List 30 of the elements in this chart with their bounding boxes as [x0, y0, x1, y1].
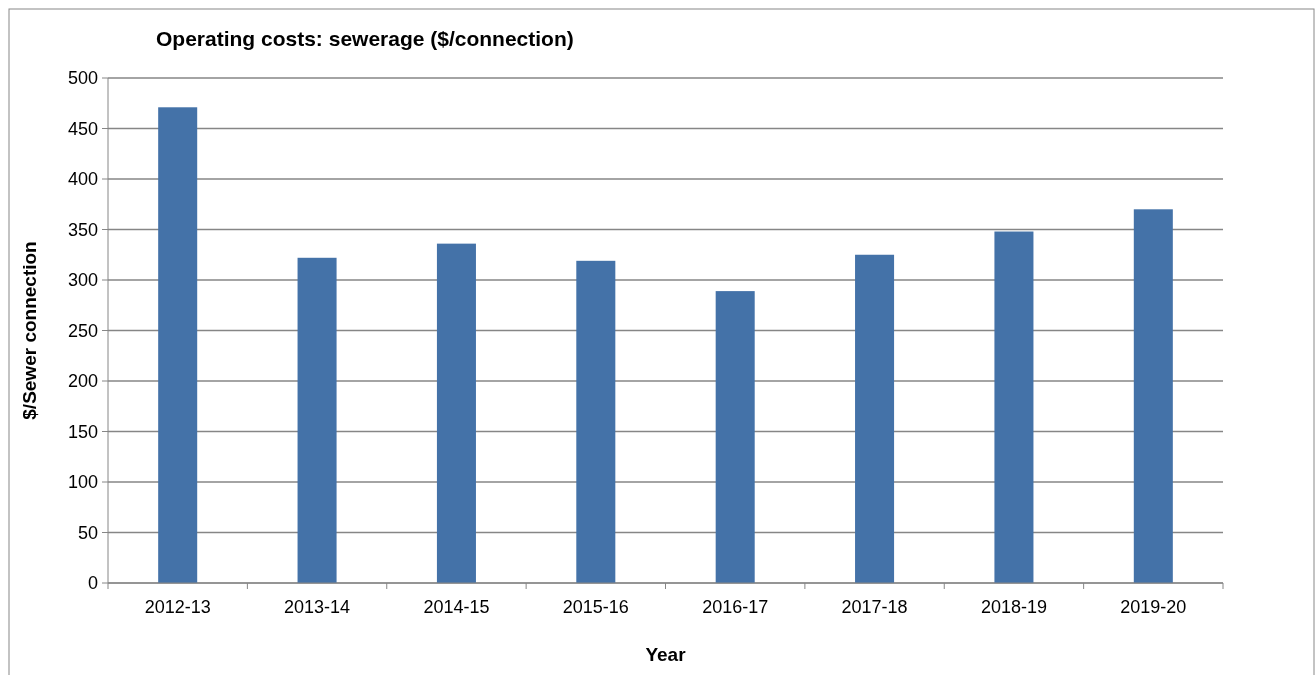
chart-title: Operating costs: sewerage ($/connection): [156, 27, 574, 50]
y-tick-label: 250: [67, 320, 98, 341]
x-tick-label: 2018-19: [980, 597, 1047, 617]
bar: [297, 257, 337, 583]
y-axis-title: $/Sewer connection: [19, 241, 40, 420]
x-tick-label: 2015-16: [562, 597, 629, 617]
x-tick-label: 2012-13: [144, 597, 211, 617]
y-tick-label: 300: [67, 270, 98, 291]
y-tick-label: 100: [67, 472, 98, 493]
bar: [158, 107, 198, 583]
x-tick-label: 2014-15: [423, 597, 490, 617]
y-tick-label: 400: [67, 169, 98, 190]
y-tick-label: 350: [67, 219, 98, 240]
x-tick-label: 2016-17: [702, 597, 769, 617]
y-tick-label: 150: [67, 421, 98, 442]
x-tick-label: 2017-18: [841, 597, 908, 617]
y-tick-label: 200: [67, 371, 98, 392]
bar: [1133, 209, 1173, 583]
y-tick-label: 50: [77, 522, 98, 543]
y-tick-label: 0: [87, 573, 98, 594]
y-tick-label: 450: [67, 118, 98, 139]
bar: [436, 243, 476, 583]
bar: [715, 291, 755, 583]
x-tick-label: 2013-14: [284, 597, 351, 617]
x-tick-label: 2019-20: [1120, 597, 1187, 617]
bar: [576, 260, 616, 583]
x-axis-title: Year: [645, 644, 687, 665]
bar: [855, 254, 895, 583]
bar: [994, 231, 1034, 583]
y-tick-label: 500: [67, 68, 98, 89]
